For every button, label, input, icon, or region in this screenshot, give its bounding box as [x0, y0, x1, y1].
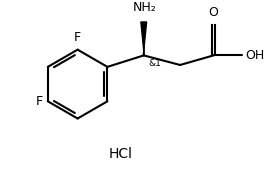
- Text: F: F: [36, 95, 43, 108]
- Text: &1: &1: [148, 59, 162, 68]
- Text: NH₂: NH₂: [133, 1, 156, 14]
- Text: OH: OH: [245, 49, 264, 62]
- Text: HCl: HCl: [109, 147, 133, 161]
- Text: F: F: [74, 31, 81, 44]
- Polygon shape: [141, 22, 147, 55]
- Text: O: O: [209, 6, 218, 19]
